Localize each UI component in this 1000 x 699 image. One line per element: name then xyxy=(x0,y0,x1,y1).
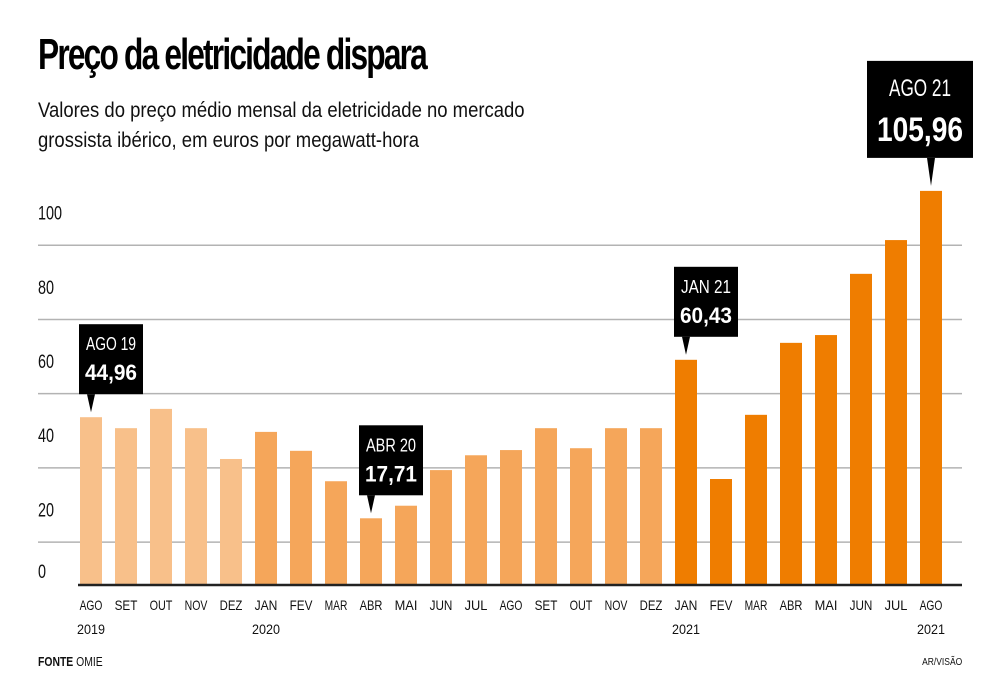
bar-jul-2020 xyxy=(465,455,487,584)
callout-box xyxy=(674,266,738,337)
x-tick-label: JUL xyxy=(465,597,488,613)
x-tick-label: MAR xyxy=(745,597,768,613)
callout-box xyxy=(867,60,973,158)
y-axis-ticks: 0 20 40 60 80 100 xyxy=(38,204,62,583)
bar-ago-2021 xyxy=(920,190,942,584)
y-tick-label: 60 xyxy=(38,352,54,373)
callout-pointer xyxy=(682,336,690,355)
bar-fev-2020 xyxy=(290,450,312,584)
x-tick-label: MAI xyxy=(815,597,838,613)
callout-value: 105,96 xyxy=(877,111,963,149)
chart-subtitle: Valores do preço médio mensal da eletric… xyxy=(38,96,525,156)
y-tick-label: 40 xyxy=(38,426,54,447)
bar-ago-2020 xyxy=(500,450,522,584)
bar-jun-2020 xyxy=(430,470,452,584)
bar-jul-2021 xyxy=(885,240,907,584)
x-tick-label: MAI xyxy=(395,597,418,613)
y-tick-label: 80 xyxy=(38,278,54,299)
x-tick-label: NOV xyxy=(605,597,628,613)
bar-jan-2021 xyxy=(675,359,697,584)
callout-ago-19: AGO 19 44,96 xyxy=(79,324,143,413)
callout-ago-21: AGO 21 105,96 xyxy=(867,60,973,186)
bar-abr-2021 xyxy=(780,342,802,584)
callout-box xyxy=(359,425,423,496)
x-year-label: 2021 xyxy=(917,621,945,637)
bar-mai-2021 xyxy=(815,335,837,584)
x-tick-label: AGO xyxy=(920,597,943,613)
y-tick-label: 20 xyxy=(38,500,54,521)
x-tick-label: OUT xyxy=(150,597,173,613)
x-tick-label: FEV xyxy=(710,597,733,613)
x-tick-label: SET xyxy=(115,597,138,613)
callout-label: AGO 21 xyxy=(889,75,951,102)
callout-pointer xyxy=(87,394,95,413)
x-tick-label: NOV xyxy=(185,597,208,613)
bar-ago-2019 xyxy=(80,417,102,584)
callout-label: JAN 21 xyxy=(681,277,731,297)
x-tick-label: JUN xyxy=(430,597,453,613)
bar-mar-2020 xyxy=(325,481,347,584)
callouts: AGO 19 44,96 ABR 20 17,71 JAN 21 60,43 AGO 21 1… xyxy=(79,60,973,514)
x-tick-label: DEZ xyxy=(640,597,663,613)
x-tick-label: JUL xyxy=(885,597,908,613)
bars xyxy=(80,190,942,584)
bar-set-2020 xyxy=(535,428,557,584)
source-label: FONTE xyxy=(38,654,74,669)
y-tick-label: 100 xyxy=(38,204,62,225)
bar-dez-2020 xyxy=(640,428,662,584)
bar-abr-2020 xyxy=(360,518,382,584)
x-tick-label: ABR xyxy=(360,597,383,613)
x-tick-label: JUN xyxy=(850,597,873,613)
callout-value: 44,96 xyxy=(85,360,137,385)
x-tick-label: SET xyxy=(535,597,558,613)
callout-abr-20: ABR 20 17,71 xyxy=(359,425,423,514)
source-note: FONTE OMIE xyxy=(38,654,103,669)
subtitle-line-2: grossista ibérico, em euros por megawatt… xyxy=(38,129,420,152)
callout-box xyxy=(79,324,143,395)
bar-out-2019 xyxy=(150,408,172,584)
chart-title: Preço da eletricidade dispara xyxy=(38,30,428,79)
x-tick-label: ABR xyxy=(780,597,803,613)
x-axis-labels: AGO 2019 SET OUT NOV DEZ JAN 2020 FEV MAR ABR MAI JU… xyxy=(77,597,945,637)
callout-value: 60,43 xyxy=(680,303,732,328)
source-value: OMIE xyxy=(76,654,103,669)
callout-jan-21: JAN 21 60,43 xyxy=(674,266,738,355)
x-tick-label: MAR xyxy=(325,597,348,613)
callout-value: 17,71 xyxy=(365,461,417,486)
bar-jun-2021 xyxy=(850,273,872,584)
x-tick-label: AGO xyxy=(80,597,103,613)
bar-jan-2020 xyxy=(255,431,277,584)
callout-label: ABR 20 xyxy=(366,435,416,455)
bar-nov-2020 xyxy=(605,428,627,584)
bar-mai-2020 xyxy=(395,505,417,584)
callout-pointer xyxy=(367,495,375,514)
bar-mar-2021 xyxy=(745,414,767,584)
bar-fev-2021 xyxy=(710,479,732,584)
x-tick-label: AGO xyxy=(500,597,523,613)
x-tick-label: JAN xyxy=(675,597,698,613)
bar-out-2020 xyxy=(570,448,592,584)
x-tick-label: FEV xyxy=(290,597,313,613)
x-tick-label: DEZ xyxy=(220,597,243,613)
bar-set-2019 xyxy=(115,428,137,584)
x-year-label: 2020 xyxy=(252,621,280,637)
callout-label: AGO 19 xyxy=(86,334,136,354)
credit: AR/VISÃO xyxy=(921,657,962,668)
callout-pointer xyxy=(927,157,935,186)
bar-dez-2019 xyxy=(220,458,242,584)
x-tick-label: OUT xyxy=(570,597,593,613)
x-tick-label: JAN xyxy=(255,597,278,613)
y-tick-label: 0 xyxy=(38,562,46,583)
subtitle-line-1: Valores do preço médio mensal da eletric… xyxy=(38,99,525,122)
x-year-label: 2021 xyxy=(672,621,700,637)
x-year-label: 2019 xyxy=(77,621,105,637)
bar-nov-2019 xyxy=(185,428,207,584)
